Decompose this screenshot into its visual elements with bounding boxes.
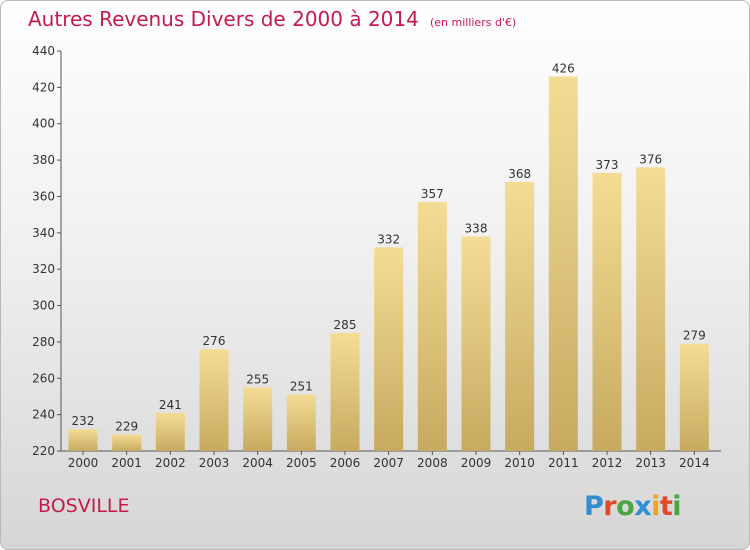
x-tick-label: 2007 <box>373 456 404 470</box>
x-tick-label: 2013 <box>635 456 666 470</box>
x-tick-label: 2014 <box>679 456 710 470</box>
chart-axes: 220 240 260 280 300 320 340 360 380 400 420 440 <box>32 44 721 458</box>
x-tick-label: 2004 <box>242 456 273 470</box>
bar <box>330 332 360 451</box>
x-tick-label: 2005 <box>286 456 317 470</box>
bar-value-label: 368 <box>508 167 531 181</box>
bar-value-label: 357 <box>421 187 444 201</box>
bar-value-label: 279 <box>683 329 706 343</box>
bar <box>417 201 447 451</box>
y-tick-label: 400 <box>32 117 55 131</box>
x-tick-label: 2000 <box>68 456 99 470</box>
bar-value-label: 338 <box>465 221 488 235</box>
bar <box>199 349 229 451</box>
bar <box>112 434 142 451</box>
bar-value-label: 229 <box>115 420 138 434</box>
logo-letter: i <box>672 491 682 522</box>
bar <box>679 343 709 451</box>
y-tick-label: 340 <box>32 226 55 240</box>
y-tick-label: 220 <box>32 444 55 458</box>
x-tick-label: 2008 <box>417 456 448 470</box>
y-tick-label: 360 <box>32 189 55 203</box>
x-tick-label: 2001 <box>111 456 142 470</box>
bar-value-label: 241 <box>159 398 182 412</box>
x-tick-label: 2006 <box>330 456 361 470</box>
x-tick-label: 2002 <box>155 456 186 470</box>
logo-letter: i <box>651 491 660 522</box>
logo-letter: x <box>634 491 652 522</box>
x-tick-label: 2003 <box>199 456 230 470</box>
city-name: BOSVILLE <box>38 495 130 517</box>
y-tick-label: 440 <box>32 44 55 58</box>
chart-labels: 232 2000 229 2001 241 2002 276 2003 255 2004 251 20… <box>68 61 710 470</box>
y-tick-label: 260 <box>32 371 55 385</box>
bar-value-label: 251 <box>290 380 313 394</box>
bar-value-label: 376 <box>639 152 662 166</box>
logo-letter: o <box>616 491 635 522</box>
y-tick-label: 420 <box>32 80 55 94</box>
bar <box>286 394 316 451</box>
bar <box>461 236 491 451</box>
bar <box>243 387 273 451</box>
bar <box>68 429 98 451</box>
x-tick-label: 2010 <box>504 456 535 470</box>
y-tick-label: 380 <box>32 153 55 167</box>
proxiti-logo[interactable]: Proxiti <box>584 491 682 522</box>
x-tick-label: 2011 <box>548 456 579 470</box>
bar-value-label: 332 <box>377 232 400 246</box>
logo-letter: r <box>603 491 617 522</box>
bar-value-label: 285 <box>334 318 357 332</box>
bar <box>374 247 404 451</box>
chart-title-block: Autres Revenus Divers de 2000 à 2014 (en… <box>28 7 516 31</box>
y-tick-label: 320 <box>32 262 55 276</box>
chart-subtitle: (en milliers d'€) <box>429 16 517 29</box>
chart-title: Autres Revenus Divers de 2000 à 2014 <box>28 7 419 31</box>
y-tick-label: 300 <box>32 299 55 313</box>
chart-bars <box>68 76 709 452</box>
bar <box>636 167 666 451</box>
bar <box>592 172 622 451</box>
bar <box>505 181 535 451</box>
y-tick-label: 240 <box>32 408 55 422</box>
bar-value-label: 373 <box>596 158 619 172</box>
bar-value-label: 255 <box>246 372 269 386</box>
logo-letter: t <box>659 491 673 522</box>
bar-value-label: 426 <box>552 61 575 75</box>
x-tick-label: 2012 <box>592 456 623 470</box>
x-tick-label: 2009 <box>461 456 492 470</box>
bar-value-label: 232 <box>72 414 95 428</box>
bar <box>155 412 185 451</box>
bar-value-label: 276 <box>203 334 226 348</box>
bar <box>548 76 578 452</box>
y-tick-label: 280 <box>32 335 55 349</box>
logo-letter: P <box>584 491 604 522</box>
